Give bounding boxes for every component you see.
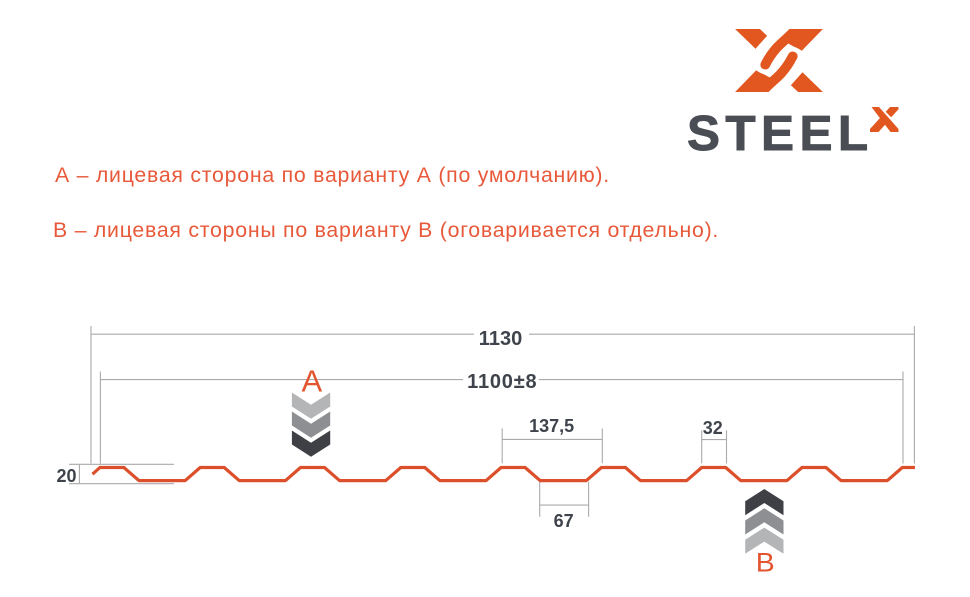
svg-text:1100±8: 1100±8 [467, 371, 537, 393]
svg-text:32: 32 [703, 418, 723, 438]
svg-text:В: В [756, 548, 775, 578]
svg-text:67: 67 [554, 511, 574, 531]
svg-text:1130: 1130 [479, 328, 522, 350]
svg-text:А: А [301, 364, 322, 399]
svg-text:20: 20 [56, 466, 76, 486]
svg-text:137,5: 137,5 [529, 416, 574, 436]
